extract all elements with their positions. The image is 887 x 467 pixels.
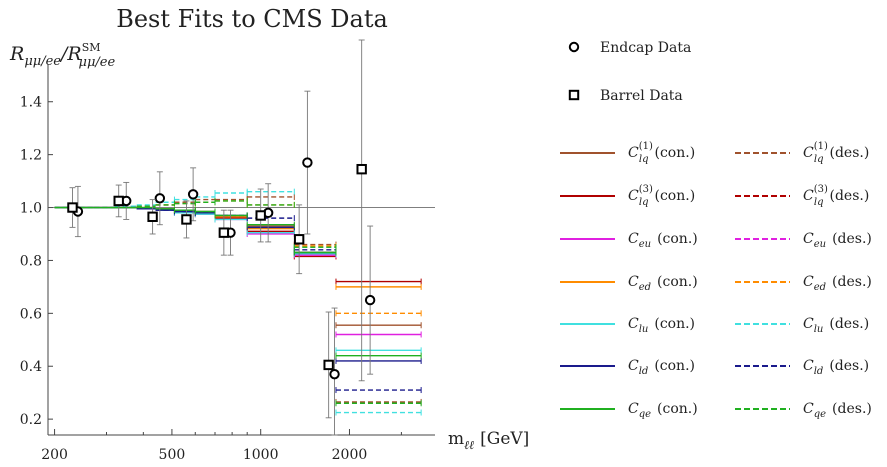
legend-endcap-marker — [568, 41, 580, 53]
legend-label-c-qe-des: Cqe (des.) — [803, 401, 872, 420]
y-tick-label: 0.6 — [20, 306, 42, 322]
barrel-data-point — [67, 202, 78, 213]
barrel-data-point — [255, 210, 266, 221]
legend-label: Endcap Data — [600, 40, 691, 56]
legend-label-c-ed-des: Ced (des.) — [803, 274, 872, 293]
legend-label-c-lq-3-des: C(3) lq (des.) — [803, 184, 869, 208]
endcap-data-point — [187, 189, 199, 200]
x-tick-label: 500 — [159, 447, 186, 463]
legend-label-c-lq-1-des: C(1) lq (des.) — [803, 141, 869, 165]
x-label-m: m — [448, 429, 464, 449]
legend-label-c-eu-con: Ceu (con.) — [628, 231, 698, 250]
y-tick-label: 1.4 — [20, 95, 42, 111]
legend: Endcap Data Barrel Data C(1) lq (con.) C(1) lq… — [560, 40, 872, 420]
chart-title: Best Fits to CMS Data — [116, 5, 388, 33]
y-axis-label: Rμμ/ee/RSM μμ/ee — [9, 41, 115, 70]
barrel-data-point — [181, 214, 192, 225]
y-label-ref-r: R — [66, 43, 81, 65]
legend-label-c-lq-1-con: C(1) lq (con.) — [628, 141, 695, 165]
x-tick-label: 1000 — [243, 447, 279, 463]
barrel-data-point — [293, 234, 305, 245]
legend-label-c-eu-des: Ceu (des.) — [803, 231, 872, 250]
y-label-sup: SM — [82, 41, 101, 54]
y-tick-label: 0.8 — [20, 253, 42, 269]
x-axis-label: mℓℓ [GeV] — [448, 429, 529, 452]
y-tick-label: 1.0 — [20, 201, 42, 217]
legend-label-c-lu-des: Clu (des.) — [803, 316, 869, 335]
axes — [47, 65, 435, 436]
legend-label: Barrel Data — [600, 88, 683, 104]
x-label-unit: [GeV] — [480, 429, 529, 449]
legend-label-c-ed-con: Ced (con.) — [628, 274, 698, 293]
x-tick-label: 2000 — [332, 447, 368, 463]
barrel-data-point — [323, 359, 334, 371]
legend-label-c-qe-con: Cqe (con.) — [628, 401, 698, 420]
endcap-data-point — [364, 294, 376, 306]
y-label-ref-sub: μμ/ee — [79, 55, 116, 70]
y-label-sub: μμ/ee — [24, 54, 61, 69]
data-points — [67, 39, 376, 436]
legend-label-c-lq-3-con: C(3) lq (con.) — [628, 184, 695, 208]
barrel-data-point — [113, 195, 124, 207]
x-tick-label: 200 — [41, 447, 68, 463]
y-tick-label: 0.4 — [20, 359, 42, 375]
barrel-data-point — [218, 227, 230, 238]
x-label-sub: ℓℓ — [464, 438, 474, 452]
legend-label-c-ld-con: Cld (con.) — [628, 358, 695, 377]
legend-label-c-lu-con: Clu (con.) — [628, 316, 695, 335]
ticks: 0.2 0.4 0.6 0.8 1.0 1.2 1.4 200 500 1000 2000 — [20, 95, 402, 463]
y-label-slash: / — [59, 43, 69, 65]
endcap-data-point — [329, 368, 340, 380]
y-label-r: R — [9, 43, 24, 65]
legend-barrel-marker — [568, 89, 580, 101]
barrel-data-point — [147, 211, 158, 222]
legend-label-c-ld-des: Cld (des.) — [803, 358, 869, 377]
endcap-data-point — [302, 157, 313, 168]
endcap-data-point — [154, 193, 166, 204]
y-tick-label: 0.2 — [20, 412, 42, 428]
barrel-data-point — [356, 163, 367, 175]
y-tick-label: 1.2 — [20, 148, 42, 164]
